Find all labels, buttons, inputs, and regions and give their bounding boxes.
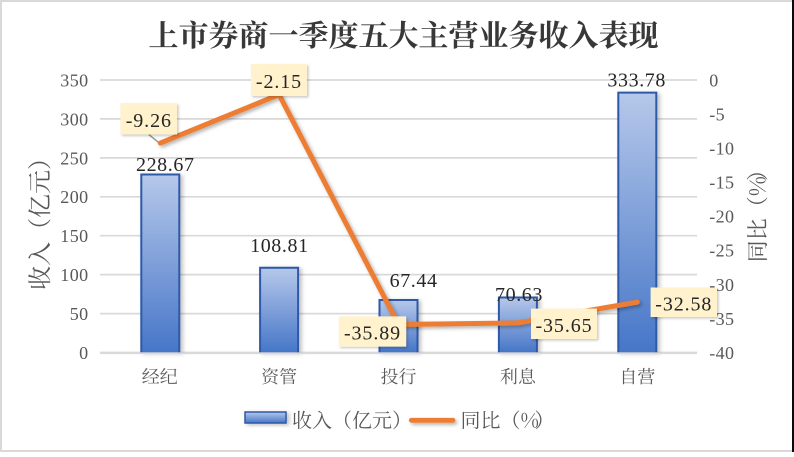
svg-text:-15: -15 — [709, 173, 734, 193]
svg-text:-10: -10 — [709, 139, 734, 159]
svg-text:50: 50 — [70, 304, 89, 324]
svg-text:0: 0 — [79, 343, 88, 363]
svg-text:-35.89: -35.89 — [344, 323, 401, 345]
svg-text:70.63: 70.63 — [495, 284, 543, 306]
svg-text:-2.15: -2.15 — [256, 71, 302, 93]
svg-text:-25: -25 — [709, 241, 734, 261]
svg-text:0: 0 — [709, 70, 718, 90]
svg-text:-9.26: -9.26 — [126, 110, 172, 132]
svg-text:100: 100 — [60, 265, 88, 285]
svg-text:-40: -40 — [709, 343, 734, 363]
svg-text:108.81: 108.81 — [250, 235, 309, 257]
svg-text:228.67: 228.67 — [136, 154, 195, 176]
svg-text:67.44: 67.44 — [390, 270, 438, 292]
svg-text:200: 200 — [60, 187, 88, 207]
svg-text:333.78: 333.78 — [607, 70, 666, 92]
svg-text:-5: -5 — [709, 105, 725, 125]
svg-text:-32.58: -32.58 — [655, 293, 712, 315]
svg-text:250: 250 — [60, 148, 88, 168]
svg-text:-20: -20 — [709, 207, 734, 227]
svg-text:150: 150 — [60, 226, 88, 246]
svg-text:-35.65: -35.65 — [535, 315, 592, 337]
svg-text:300: 300 — [60, 109, 88, 129]
svg-text:350: 350 — [60, 70, 88, 90]
